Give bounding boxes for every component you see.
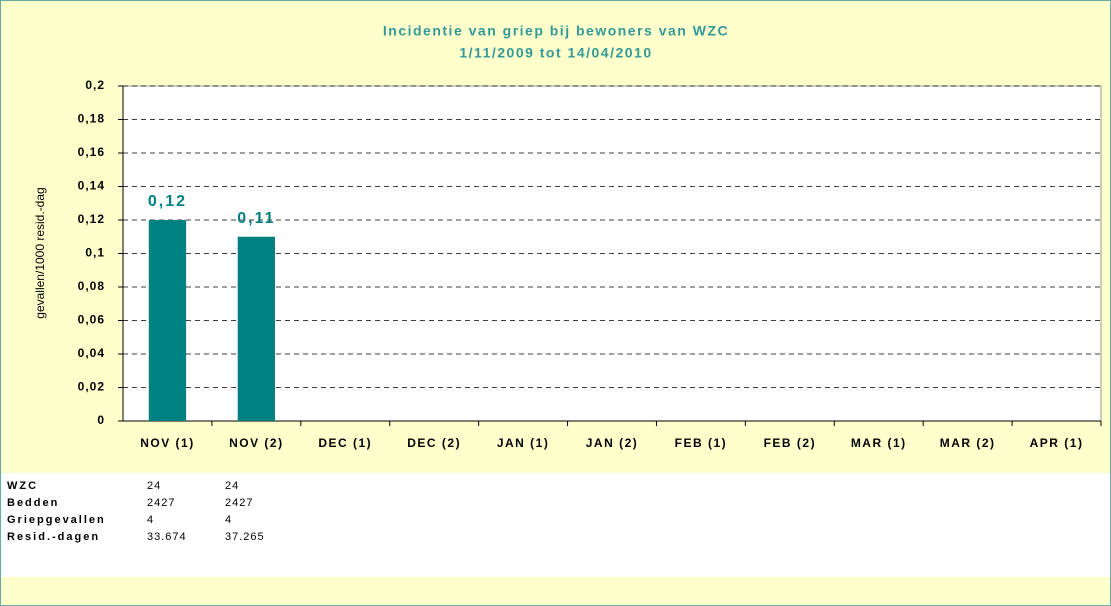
summary-table: WZC 24 24 Bedden 2427 2427 Griepgevallen 4 4 Resi… — [1, 473, 1110, 577]
y-tick-label: 0,2 — [85, 78, 105, 92]
x-tick-label: JAN (1) — [497, 436, 550, 450]
y-tick-label: 0,04 — [78, 346, 105, 360]
table: WZC 24 24 Bedden 2427 2427 Griepgevallen 4 4 Resi… — [7, 477, 303, 545]
cell: 37.265 — [225, 530, 265, 543]
bar — [148, 220, 187, 421]
y-axis-label: gevallen/1000 resid.-dag — [33, 187, 47, 318]
row-label: Resid.-dagen — [7, 530, 101, 543]
cell: 4 — [225, 513, 233, 526]
table-row: WZC 24 24 — [7, 477, 303, 494]
cell: 24 — [225, 479, 240, 492]
y-tick-label: 0,12 — [78, 212, 105, 226]
bar — [237, 236, 276, 421]
y-tick-label: 0,14 — [78, 179, 105, 193]
cell: 4 — [147, 513, 155, 526]
x-tick-label: MAR (2) — [940, 436, 996, 450]
y-tick-label: 0,18 — [78, 112, 105, 126]
y-tick-label: 0,06 — [78, 313, 105, 327]
row-label: WZC — [7, 479, 39, 492]
table-row: Bedden 2427 2427 — [7, 494, 303, 511]
y-tick-label: 0 — [97, 413, 105, 427]
x-tick-label: FEB (2) — [764, 436, 817, 450]
x-tick-label: APR (1) — [1030, 436, 1084, 450]
cell: 24 — [147, 479, 162, 492]
value-label: 0,12 — [148, 193, 187, 210]
x-tick-label: JAN (2) — [586, 436, 639, 450]
x-tick-label: NOV (2) — [229, 436, 284, 450]
x-tick-label: DEC (2) — [407, 436, 461, 450]
y-tick-label: 0,08 — [78, 279, 105, 293]
x-tick-label: DEC (1) — [318, 436, 372, 450]
y-tick-label: 0,16 — [78, 145, 105, 159]
y-tick-label: 0,1 — [85, 246, 105, 260]
chart-subtitle: 1/11/2009 tot 14/04/2010 — [459, 45, 652, 61]
cell: 2427 — [147, 496, 176, 509]
x-tick-label: FEB (1) — [675, 436, 728, 450]
cell: 2427 — [225, 496, 254, 509]
y-tick-label: 0,02 — [78, 380, 105, 394]
row-label: Griepgevallen — [7, 513, 106, 526]
x-tick-label: NOV (1) — [140, 436, 195, 450]
value-label: 0,11 — [237, 210, 275, 227]
chart-title: Incidentie van griep bij bewoners van WZ… — [383, 23, 729, 39]
chart: Incidentie van griep bij bewoners van WZ… — [33, 23, 1102, 450]
cell: 33.674 — [147, 530, 187, 543]
table-row: Resid.-dagen 33.674 37.265 — [7, 528, 303, 545]
table-row: Griepgevallen 4 4 — [7, 511, 303, 528]
x-tick-label: MAR (1) — [851, 436, 907, 450]
row-label: Bedden — [7, 496, 60, 509]
